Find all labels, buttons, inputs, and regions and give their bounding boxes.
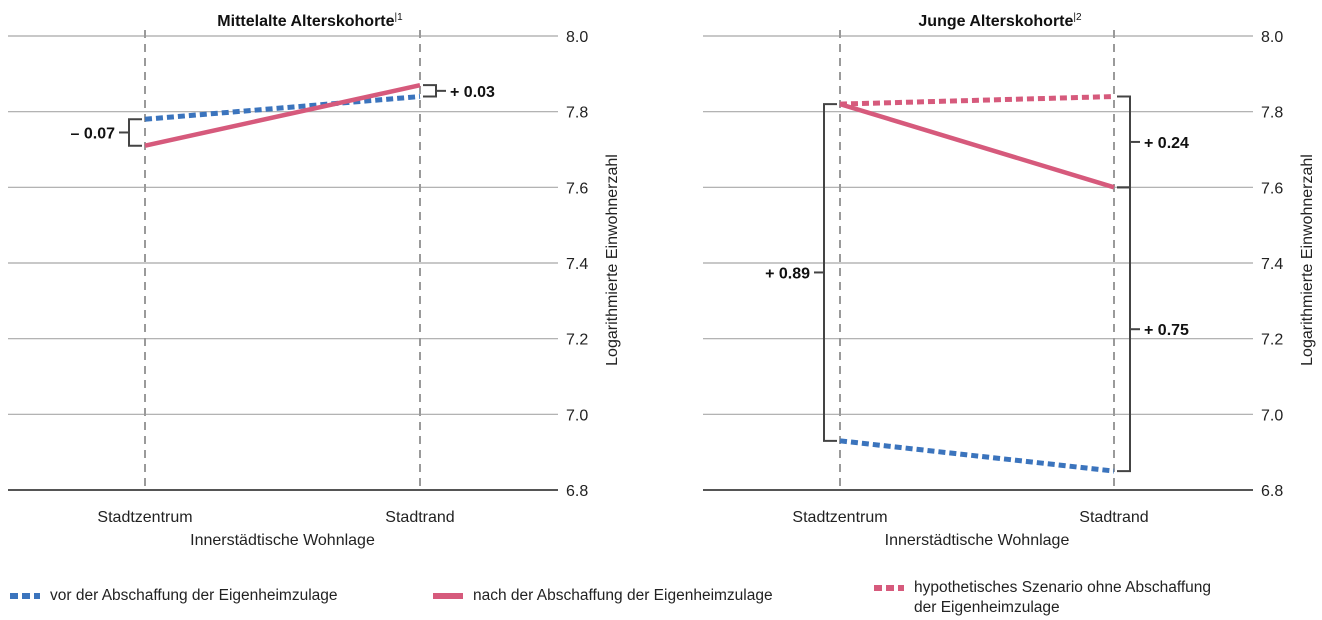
- panel1-chart-title: Mittelalte Alterskohorte|1: [217, 12, 403, 30]
- legend-label-nach: nach der Abschaffung der Eigenheimzulage: [473, 587, 773, 604]
- legend-item-vor: vor der Abschaffung der Eigenheimzulage: [10, 586, 338, 606]
- panel2-y-tick-label: 7.6: [1261, 180, 1283, 197]
- panel2-y-tick-label: 7.4: [1261, 256, 1283, 273]
- panel1-annotation-bracket: [423, 84, 437, 98]
- panel2-series-line-nach: [839, 101, 1115, 190]
- panel1-annotation-bracket: [128, 118, 142, 147]
- panel2-y-axis-label: Logarithmierte Einwohnerzahl: [1299, 154, 1316, 366]
- panel2-y-tick-label: 6.8: [1261, 483, 1283, 500]
- panel2-annotation-bracket: [1117, 186, 1131, 473]
- panel1-y-tick-label: 6.8: [566, 483, 588, 500]
- panel1-y-tick-label: 7.0: [566, 407, 588, 424]
- chart-canvas: 8.0 7.8 7.6 7.4 7.2 7.0 6.8 Stadtzentrum Stadtra…: [8, 12, 1316, 549]
- panel2-y-tick-label: 7.2: [1261, 332, 1283, 349]
- panel2-annotation-bracket: [823, 103, 837, 442]
- panel2-series-line-hypo: [839, 94, 1115, 107]
- panel2-x-tick-label: Stadtrand: [1079, 509, 1148, 526]
- panel1-y-tick-label: 7.4: [566, 256, 588, 273]
- legend-swatch-dotted-pink: [874, 585, 904, 591]
- legend-label-vor: vor der Abschaffung der Eigenheimzulage: [50, 587, 338, 604]
- legend-swatch-dotted-blue: [10, 593, 40, 599]
- legend-item-hypo: hypothetisches Szenario ohne Abschaffung…: [874, 578, 1211, 618]
- panel2-x-tick-label: Stadtzentrum: [792, 509, 887, 526]
- panel1-y-tick-label: 7.6: [566, 180, 588, 197]
- panel2-annotation-label: + 0.89: [765, 265, 810, 282]
- panel2-chart-title: Junge Alterskohorte|2: [918, 12, 1082, 30]
- panel1-y-tick-label: 7.8: [566, 105, 588, 122]
- legend-item-nach: nach der Abschaffung der Eigenheimzulage: [433, 586, 773, 606]
- panel2-annotation-bracket: [1117, 95, 1131, 189]
- panel1-x-tick-label: Stadtrand: [385, 509, 454, 526]
- panel1-title-footnote: |1: [395, 12, 404, 23]
- legend-label-hypo: hypothetisches Szenario ohne Abschaffung…: [914, 579, 1212, 616]
- panel1-annotation-label: – 0.07: [71, 125, 116, 142]
- panel2-x-axis-label: Innerstädtische Wohnlage: [885, 532, 1070, 549]
- panel1-y-axis-label: Logarithmierte Einwohnerzahl: [604, 154, 621, 366]
- panel2-annotation-label: + 0.75: [1144, 322, 1189, 339]
- panel2-y-tick-label: 7.8: [1261, 105, 1283, 122]
- panel2-y-tick-label: 8.0: [1261, 29, 1283, 46]
- panel1-series-line-vor: [144, 94, 421, 122]
- panel1-x-axis-label: Innerstädtische Wohnlage: [190, 532, 375, 549]
- panel2-annotation-label: + 0.24: [1144, 135, 1189, 152]
- panel1-x-tick-label: Stadtzentrum: [97, 509, 192, 526]
- panel1-y-tick-label: 8.0: [566, 29, 588, 46]
- panel1-y-tick-label: 7.2: [566, 332, 588, 349]
- legend-swatch-solid-pink: [433, 593, 463, 599]
- panel1-annotation-label: + 0.03: [450, 84, 495, 101]
- panel2-y-tick-label: 7.0: [1261, 407, 1283, 424]
- panel1-series-line-nach: [144, 82, 421, 148]
- panel2-title-footnote: |2: [1073, 12, 1082, 23]
- panel2-series-line-vor: [839, 438, 1115, 474]
